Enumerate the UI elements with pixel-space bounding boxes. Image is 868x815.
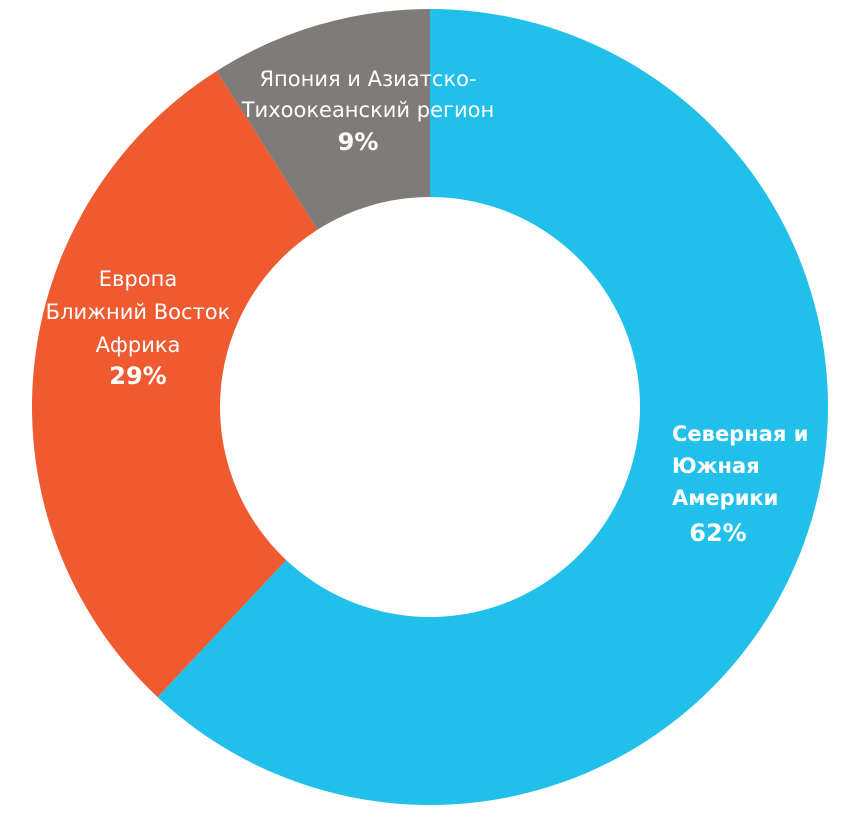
slice-label: Европа xyxy=(99,267,177,291)
slice-label: Тихоокеанский регион xyxy=(241,98,495,122)
donut-slice xyxy=(216,9,430,230)
slice-value-label: 62% xyxy=(689,519,746,547)
slice-label: Ближний Восток xyxy=(46,300,231,324)
slice-label: Африка xyxy=(96,333,181,357)
donut-slice xyxy=(32,70,318,698)
slice-label: Северная и xyxy=(672,422,808,446)
slice-value-label: 29% xyxy=(109,362,166,390)
slice-label: Южная xyxy=(672,454,760,478)
donut-slice xyxy=(157,9,829,806)
slice-value-label: 9% xyxy=(338,128,379,156)
slice-label: Япония и Азиатско- xyxy=(259,67,476,91)
slice-label: Америки xyxy=(672,486,778,510)
